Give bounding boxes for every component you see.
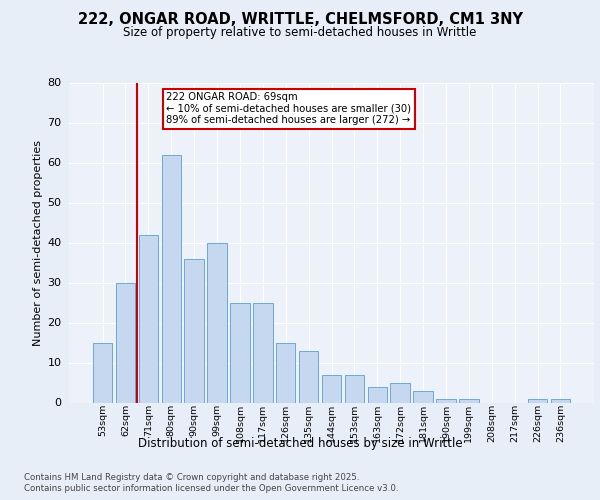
Bar (413, 390, 433, 402)
Bar (208, 242, 227, 402)
Bar (253, 302, 272, 402)
Bar (230, 302, 250, 402)
Text: 222 ONGAR ROAD: 69sqm
← 10% of semi-detached houses are smaller (30)
89% of semi: 222 ONGAR ROAD: 69sqm ← 10% of semi-deta… (166, 92, 411, 126)
Bar (368, 386, 387, 402)
Bar (93, 342, 112, 402)
Bar (116, 282, 135, 403)
Bar (391, 382, 410, 402)
Bar (139, 234, 158, 402)
Bar (436, 398, 455, 402)
Bar (184, 258, 204, 402)
Bar (322, 374, 341, 402)
Text: Distribution of semi-detached houses by size in Writtle: Distribution of semi-detached houses by … (137, 438, 463, 450)
Text: Contains public sector information licensed under the Open Government Licence v3: Contains public sector information licen… (24, 484, 398, 493)
Bar (551, 398, 570, 402)
Text: Size of property relative to semi-detached houses in Writtle: Size of property relative to semi-detach… (124, 26, 476, 39)
Bar (161, 154, 181, 402)
Text: Contains HM Land Registry data © Crown copyright and database right 2025.: Contains HM Land Registry data © Crown c… (24, 472, 359, 482)
Bar (276, 342, 295, 402)
Bar (344, 374, 364, 402)
Text: 222, ONGAR ROAD, WRITTLE, CHELMSFORD, CM1 3NY: 222, ONGAR ROAD, WRITTLE, CHELMSFORD, CM… (77, 12, 523, 28)
Bar (299, 350, 319, 403)
Bar (528, 398, 547, 402)
Bar (459, 398, 479, 402)
Y-axis label: Number of semi-detached properties: Number of semi-detached properties (33, 140, 43, 346)
